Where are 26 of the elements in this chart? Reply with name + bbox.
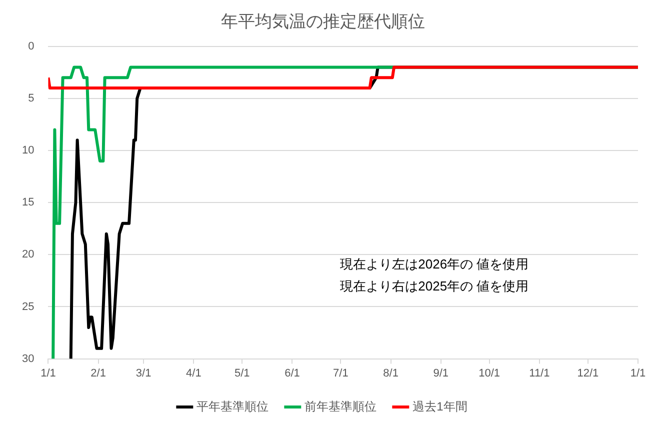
x-tick-label: 4/1 bbox=[186, 367, 202, 380]
x-tick-label: 7/1 bbox=[333, 367, 348, 380]
y-tick-label: 20 bbox=[22, 248, 34, 261]
x-tick-label: 6/1 bbox=[284, 367, 300, 380]
x-tick-label: 9/1 bbox=[433, 367, 449, 380]
legend-label: 過去1年間 bbox=[412, 399, 468, 414]
x-tick-label: 3/1 bbox=[136, 367, 152, 380]
x-tick-label: 8/1 bbox=[383, 367, 398, 380]
chart-title: 年平均気温の推定歴代順位 bbox=[221, 12, 425, 31]
legend-label: 平年基準順位 bbox=[196, 399, 269, 414]
x-tick-label: 11/1 bbox=[529, 367, 550, 380]
x-tick-label: 10/1 bbox=[478, 367, 500, 380]
legend-label: 前年基準順位 bbox=[304, 399, 377, 414]
x-tick-label: 2/1 bbox=[90, 367, 106, 380]
x-tick-label: 12/1 bbox=[577, 367, 599, 380]
x-tick-label: 5/1 bbox=[234, 367, 250, 380]
y-tick-label: 25 bbox=[22, 300, 34, 313]
y-tick-label: 0 bbox=[28, 40, 34, 52]
y-tick-label: 5 bbox=[28, 92, 34, 104]
y-tick-label: 10 bbox=[22, 144, 34, 157]
x-tick-label: 1/1 bbox=[630, 367, 646, 380]
y-tick-label: 30 bbox=[22, 352, 34, 365]
annotation: 現在より右は2025年の 値を使用 bbox=[340, 278, 529, 294]
y-tick-label: 15 bbox=[22, 196, 34, 209]
x-tick-label: 1/1 bbox=[40, 367, 56, 380]
annotation: 現在より左は2026年の 値を使用 bbox=[340, 256, 529, 272]
